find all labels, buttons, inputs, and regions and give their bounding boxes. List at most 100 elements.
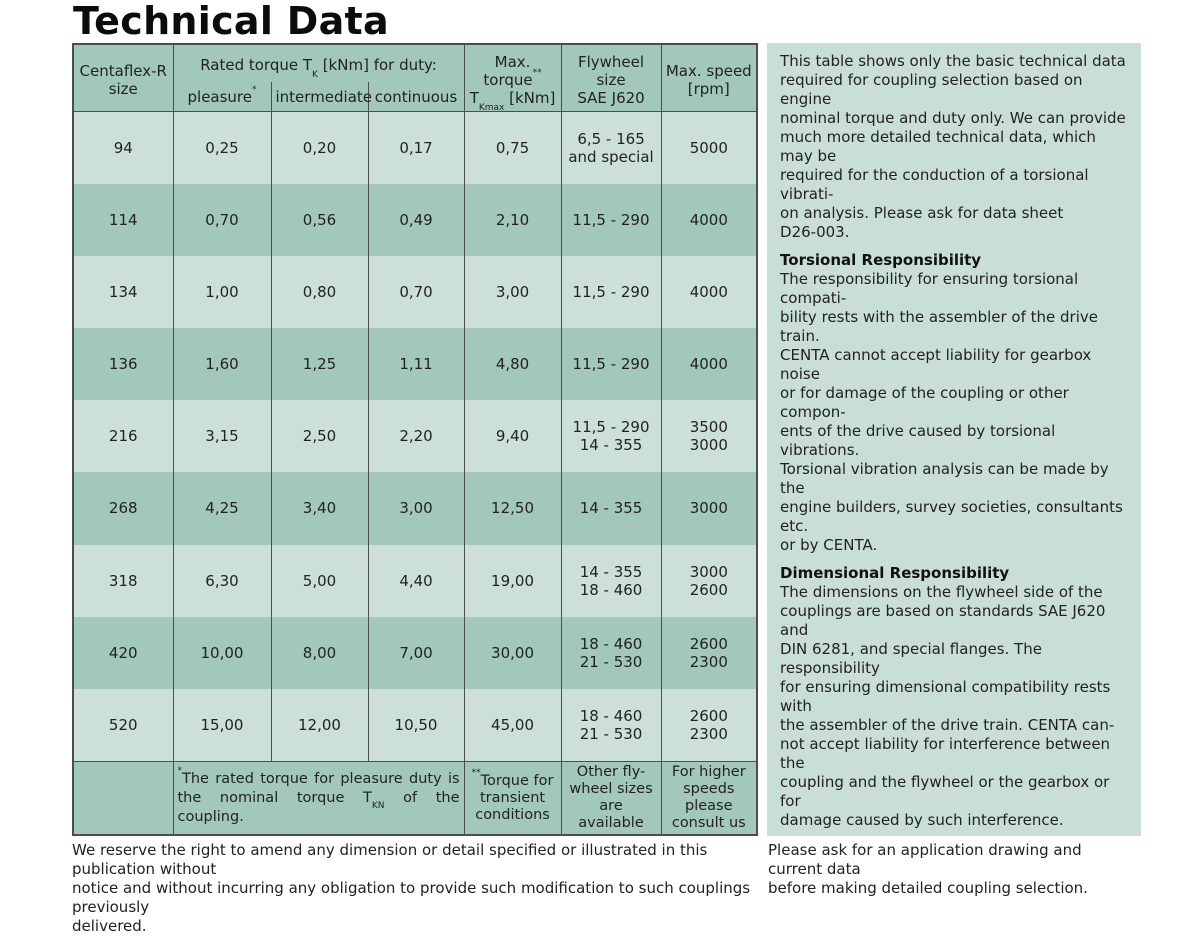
cell-max-torque: 12,50: [463, 472, 562, 545]
cell-max-torque: 4,80: [463, 328, 562, 401]
col-header-flywheel: Flywheel size SAE J620: [560, 44, 662, 112]
technical-data-table: Centaflex-R size Rated torque TK [kNm] f…: [72, 43, 759, 836]
footnote-double-asterisk: **: [471, 767, 481, 778]
cell-intermediate: 1,25: [270, 328, 369, 401]
cell-continuous: 10,50: [367, 688, 465, 762]
cell-max-torque: 0,75: [463, 111, 562, 185]
cell-size: 136: [72, 328, 174, 401]
table-row: 420 10,00 8,00 7,00 30,00 18 - 460 21 - 530 26…: [72, 616, 758, 689]
cell-flywheel: 11,5 - 290: [560, 328, 662, 401]
cell-flywheel: 11,5 - 290: [560, 256, 662, 329]
footnote-max-torque: **Torque for transient conditions: [463, 761, 562, 835]
table-row: 318 6,30 5,00 4,40 19,00 14 - 355 18 - 460 300…: [72, 544, 758, 617]
cell-intermediate: 0,80: [270, 256, 369, 329]
torsional-heading: Torsional Responsibility: [780, 251, 982, 269]
rated-group-subscript: K: [312, 70, 318, 80]
info-panel: This table shows only the basic technica…: [767, 43, 1142, 836]
max-torque-unit: [kNm]: [504, 88, 556, 107]
cell-max-torque: 19,00: [463, 544, 562, 617]
cell-flywheel: 11,5 - 290 14 - 355: [560, 400, 662, 473]
cell-pleasure: 0,25: [172, 111, 272, 185]
reservation-note: We reserve the right to amend any dimens…: [72, 841, 751, 935]
cell-intermediate: 3,40: [270, 472, 369, 545]
col-header-intermediate: intermediate: [270, 82, 372, 112]
dimensional-paragraph: The dimensions on the flywheel side of t…: [780, 583, 1115, 829]
footnote-rated-torque: *The rated torque for pleasure duty is t…: [172, 761, 465, 835]
table-row: 136 1,60 1,25 1,11 4,80 11,5 - 290 4000: [72, 328, 758, 401]
cell-intermediate: 2,50: [270, 400, 369, 473]
col-header-size: Centaflex-R size: [72, 44, 174, 112]
footnote-line2: the nominal torque TKN of the coupling.: [177, 789, 460, 825]
cell-size: 114: [72, 184, 174, 257]
pleasure-label: pleasure: [187, 87, 253, 106]
max-torque-asterisks: **: [532, 67, 542, 78]
cell-flywheel: 11,5 - 290: [560, 184, 662, 257]
table-row: 134 1,00 0,80 0,70 3,00 11,5 - 290 4000: [72, 256, 758, 329]
cell-continuous: 7,00: [367, 616, 465, 689]
cell-continuous: 4,40: [367, 544, 465, 617]
footnote-asterisk: *: [177, 765, 183, 776]
cell-continuous: 1,11: [367, 328, 465, 401]
cell-max-speed: 3000: [660, 472, 758, 545]
table-footnotes: *The rated torque for pleasure duty is t…: [72, 761, 758, 835]
col-header-continuous: continuous: [367, 82, 465, 112]
max-torque-line2: TKmax [kNm]: [469, 88, 557, 113]
cell-flywheel: 18 - 460 21 - 530: [560, 616, 662, 689]
cell-flywheel: 14 - 355: [560, 472, 662, 545]
cell-max-torque: 30,00: [463, 616, 562, 689]
cell-intermediate: 12,00: [270, 688, 369, 762]
cell-size: 520: [72, 688, 174, 762]
cell-pleasure: 0,70: [172, 184, 272, 257]
page-title: Technical Data: [73, 0, 389, 43]
cell-max-speed: 5000: [660, 111, 758, 185]
pleasure-asterisk: *: [252, 84, 257, 95]
cell-pleasure: 10,00: [172, 616, 272, 689]
cell-flywheel: 14 - 355 18 - 460: [560, 544, 662, 617]
dimensional-heading: Dimensional Responsibility: [780, 564, 1010, 582]
main-content: Centaflex-R size Rated torque TK [kNm] f…: [72, 43, 1188, 836]
bottom-notes: We reserve the right to amend any dimens…: [72, 841, 1188, 936]
max-torque-symbol: T: [469, 88, 479, 107]
cell-max-speed: 3000 2600: [660, 544, 758, 617]
application-note: Please ask for an application drawing an…: [768, 841, 1088, 897]
cell-continuous: 3,00: [367, 472, 465, 545]
footnote-subscript: KN: [371, 801, 385, 812]
cell-intermediate: 0,56: [270, 184, 369, 257]
cell-max-speed: 4000: [660, 184, 758, 257]
cell-pleasure: 1,60: [172, 328, 272, 401]
cell-pleasure: 6,30: [172, 544, 272, 617]
cell-intermediate: 0,20: [270, 111, 369, 185]
cell-continuous: 0,70: [367, 256, 465, 329]
cell-continuous: 0,17: [367, 111, 465, 185]
col-header-max-torque: Max. torque** TKmax [kNm]: [463, 44, 562, 113]
cell-max-torque: 45,00: [463, 688, 562, 762]
cell-intermediate: 8,00: [270, 616, 369, 689]
cell-max-speed: 4000: [660, 328, 758, 401]
cell-max-torque: 2,10: [463, 184, 562, 257]
cell-size: 420: [72, 616, 174, 689]
cell-intermediate: 5,00: [270, 544, 369, 617]
rated-group-label: Rated torque T: [200, 56, 313, 74]
footnote-flywheel: Other fly- wheel sizes are available: [560, 761, 662, 835]
table-header: Centaflex-R size Rated torque TK [kNm] f…: [72, 44, 758, 113]
col-header-max-speed: Max. speed [rpm]: [660, 44, 758, 112]
torsional-paragraph: The responsibility for ensuring torsiona…: [780, 270, 1123, 554]
page: Technical Data Centaflex-R size Rated to…: [72, 0, 1142, 935]
cell-max-speed: 2600 2300: [660, 688, 758, 762]
col-header-pleasure: pleasure*: [172, 82, 272, 112]
cell-max-speed: 4000: [660, 256, 758, 329]
max-torque-subscript: Kmax: [478, 102, 505, 113]
cell-pleasure: 3,15: [172, 400, 272, 473]
table-row: 268 4,25 3,40 3,00 12,50 14 - 355 3000: [72, 472, 758, 545]
footnote-empty-cell: [72, 761, 174, 835]
cell-max-torque: 3,00: [463, 256, 562, 329]
cell-pleasure: 1,00: [172, 256, 272, 329]
table-row: 114 0,70 0,56 0,49 2,10 11,5 - 290 4000: [72, 184, 758, 257]
cell-size: 94: [72, 111, 174, 185]
cell-size: 134: [72, 256, 174, 329]
cell-pleasure: 15,00: [172, 688, 272, 762]
table-body: 94 0,25 0,20 0,17 0,75 6,5 - 165 and special 5…: [72, 111, 758, 762]
footnote-speed: For higher speeds please consult us: [660, 761, 758, 835]
cell-continuous: 2,20: [367, 400, 465, 473]
intro-paragraph: This table shows only the basic technica…: [780, 52, 1126, 241]
